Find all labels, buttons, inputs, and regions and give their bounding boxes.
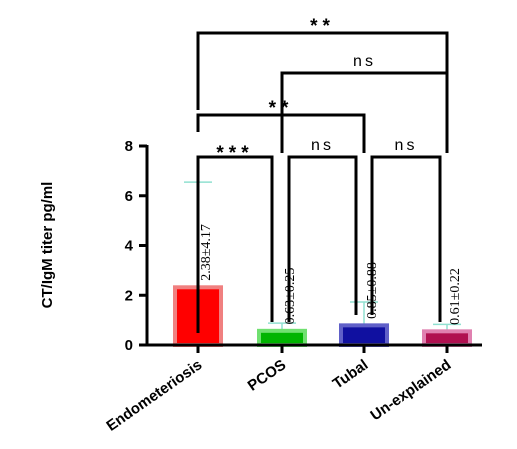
y-tick-label: 6 [125, 188, 133, 205]
y-tick-label: 2 [125, 287, 133, 304]
y-axis: 0 2 4 6 8 [125, 138, 149, 354]
data-label: 2.38±4.17 [199, 224, 214, 281]
significance-label: ** [310, 16, 335, 37]
significance-label: ns [395, 137, 418, 154]
significance-label: ns [311, 137, 334, 154]
significance-brackets: **ns***** ns ns [196, 16, 449, 333]
significance-bracket [196, 31, 449, 153]
significance-bracket [196, 155, 274, 333]
significance-bracket [280, 71, 449, 153]
y-axis-title: CT/IgM titer pg/ml [39, 182, 56, 309]
bar-tubal [339, 323, 389, 348]
bar-pcos [257, 328, 307, 347]
y-tick-label: 4 [125, 238, 134, 255]
significance-label: *** [216, 143, 253, 164]
x-tick-label: PCOS [245, 356, 290, 394]
significance-bracket [370, 155, 442, 322]
bars: 2.38±4.170.63±0.25 0.85±0.88 0.61±0.22 [173, 181, 472, 348]
significance-label: ns [353, 53, 376, 70]
significance-label: ** [269, 98, 294, 119]
significance-bracket [196, 113, 366, 153]
y-tick-label: 0 [125, 337, 133, 354]
data-label: 0.61±0.22 [448, 268, 463, 325]
x-tick-label: Un-explained [367, 356, 454, 424]
y-tick-label: 8 [125, 138, 133, 155]
significance-bracket [287, 155, 358, 322]
bar-un-explained [422, 329, 472, 348]
x-tick-label: Tubal [330, 356, 372, 392]
x-tick-label: Endometeriosis [103, 356, 205, 434]
